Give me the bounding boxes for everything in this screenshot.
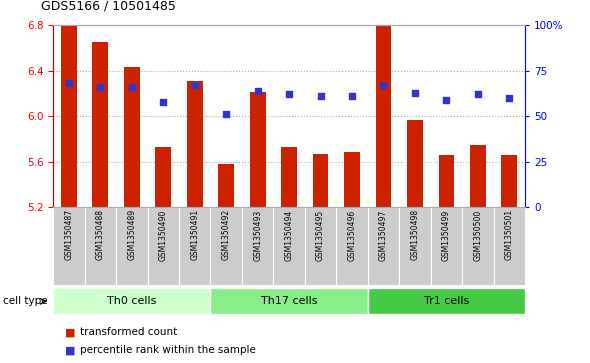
Bar — [502, 155, 517, 207]
Point — [348, 93, 357, 99]
Text: GDS5166 / 10501485: GDS5166 / 10501485 — [41, 0, 176, 13]
Bar — [218, 164, 234, 207]
Text: GSM1350499: GSM1350499 — [442, 209, 451, 261]
Text: GSM1350493: GSM1350493 — [253, 209, 262, 261]
Point — [379, 82, 388, 88]
Bar — [368, 288, 525, 314]
Text: GSM1350498: GSM1350498 — [411, 209, 419, 260]
Bar — [273, 207, 305, 285]
Text: GSM1350491: GSM1350491 — [190, 209, 199, 260]
Bar — [431, 207, 462, 285]
Text: ■: ■ — [65, 345, 76, 355]
Bar — [368, 207, 399, 285]
Bar — [281, 147, 297, 207]
Point — [316, 93, 325, 99]
Text: ■: ■ — [65, 327, 76, 337]
Text: cell type: cell type — [3, 296, 48, 306]
Bar — [53, 207, 84, 285]
Text: percentile rank within the sample: percentile rank within the sample — [80, 345, 255, 355]
Text: GSM1350500: GSM1350500 — [473, 209, 483, 261]
Point — [284, 91, 294, 97]
Bar — [344, 152, 360, 207]
Text: GSM1350488: GSM1350488 — [96, 209, 105, 260]
Point — [473, 91, 483, 97]
Bar — [116, 207, 148, 285]
Bar — [494, 207, 525, 285]
Bar — [179, 207, 211, 285]
Bar — [462, 207, 494, 285]
Bar — [155, 147, 171, 207]
Bar — [250, 92, 266, 207]
Bar — [305, 207, 336, 285]
Bar — [61, 25, 77, 207]
Point — [504, 95, 514, 101]
Point — [190, 82, 199, 88]
Bar — [124, 68, 140, 207]
Point — [442, 97, 451, 103]
Bar — [93, 42, 108, 207]
Text: GSM1350492: GSM1350492 — [222, 209, 231, 260]
Text: transformed count: transformed count — [80, 327, 177, 337]
Text: GSM1350497: GSM1350497 — [379, 209, 388, 261]
Point — [221, 111, 231, 117]
Bar — [211, 207, 242, 285]
Bar — [187, 81, 202, 207]
Bar — [211, 288, 368, 314]
Bar — [407, 119, 423, 207]
Text: GSM1350494: GSM1350494 — [284, 209, 294, 261]
Bar — [242, 207, 273, 285]
Point — [64, 81, 74, 86]
Bar — [84, 207, 116, 285]
Point — [410, 90, 419, 95]
Text: GSM1350489: GSM1350489 — [127, 209, 136, 260]
Bar — [336, 207, 368, 285]
Text: GSM1350495: GSM1350495 — [316, 209, 325, 261]
Point — [127, 84, 136, 90]
Bar — [313, 154, 329, 207]
Bar — [376, 25, 391, 207]
Text: Th17 cells: Th17 cells — [261, 296, 317, 306]
Point — [159, 99, 168, 105]
Bar — [53, 288, 211, 314]
Text: GSM1350487: GSM1350487 — [64, 209, 73, 260]
Bar — [399, 207, 431, 285]
Bar — [470, 144, 486, 207]
Text: GSM1350501: GSM1350501 — [505, 209, 514, 260]
Text: GSM1350496: GSM1350496 — [348, 209, 356, 261]
Point — [96, 84, 105, 90]
Text: GSM1350490: GSM1350490 — [159, 209, 168, 261]
Point — [253, 88, 263, 94]
Text: Tr1 cells: Tr1 cells — [424, 296, 469, 306]
Text: Th0 cells: Th0 cells — [107, 296, 156, 306]
Bar — [148, 207, 179, 285]
Bar — [438, 155, 454, 207]
